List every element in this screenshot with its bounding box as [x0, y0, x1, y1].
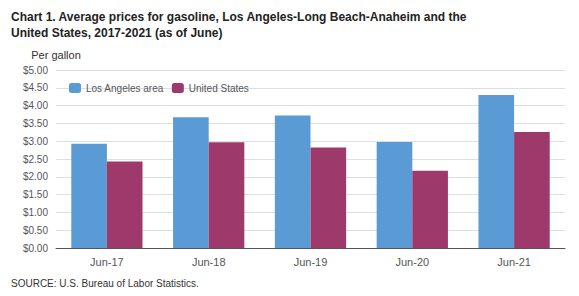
svg-text:$0.50: $0.50	[23, 225, 48, 236]
svg-text:Jun-21: Jun-21	[497, 256, 531, 268]
svg-text:$2.00: $2.00	[23, 171, 48, 182]
svg-text:Los Angeles area: Los Angeles area	[86, 83, 164, 94]
svg-text:United States: United States	[189, 83, 249, 94]
svg-text:Per gallon: Per gallon	[31, 49, 81, 61]
svg-text:$4.00: $4.00	[23, 100, 48, 111]
svg-text:Jun-18: Jun-18	[192, 256, 226, 268]
svg-text:$4.50: $4.50	[23, 82, 48, 93]
svg-text:$1.50: $1.50	[23, 189, 48, 200]
svg-text:$1.00: $1.00	[23, 207, 48, 218]
svg-text:Jun-20: Jun-20	[395, 256, 429, 268]
svg-text:$0.00: $0.00	[23, 243, 48, 254]
svg-text:$2.50: $2.50	[23, 154, 48, 165]
svg-text:$3.50: $3.50	[23, 118, 48, 129]
svg-text:United States, 2017-2021 (as o: United States, 2017-2021 (as of June)	[11, 26, 222, 40]
svg-text:Jun-17: Jun-17	[90, 256, 124, 268]
svg-text:$5.00: $5.00	[23, 65, 48, 76]
svg-text:SOURCE: U.S. Bureau of Labor S: SOURCE: U.S. Bureau of Labor Statistics.	[11, 278, 199, 289]
svg-text:Jun-19: Jun-19	[294, 256, 328, 268]
svg-text:$3.00: $3.00	[23, 136, 48, 147]
svg-text:Chart 1. Average prices for ga: Chart 1. Average prices for gasoline, Lo…	[11, 10, 467, 24]
